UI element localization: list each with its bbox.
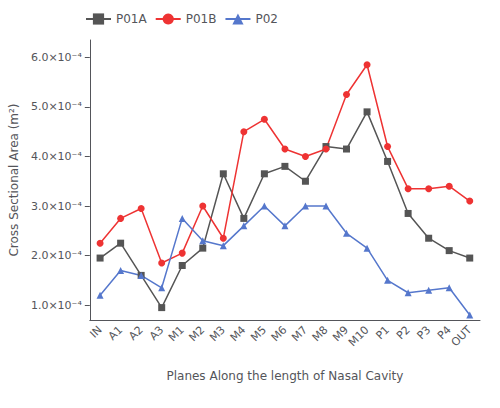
svg-text:5.0×10⁻⁴: 5.0×10⁻⁴ — [31, 100, 83, 113]
svg-text:P4: P4 — [435, 323, 454, 343]
svg-text:M3: M3 — [207, 323, 228, 344]
svg-text:6.0×10⁻⁴: 6.0×10⁻⁴ — [31, 51, 83, 64]
svg-text:A2: A2 — [126, 323, 145, 342]
svg-text:P01A: P01A — [116, 12, 148, 26]
svg-text:M10: M10 — [346, 323, 372, 349]
svg-text:A1: A1 — [106, 323, 125, 342]
svg-text:IN: IN — [87, 323, 104, 340]
svg-text:Planes Along the length of Nas: Planes Along the length of Nasal Cavity — [166, 369, 403, 383]
svg-text:M7: M7 — [289, 323, 310, 344]
svg-text:P3: P3 — [414, 323, 433, 342]
svg-text:M2: M2 — [187, 323, 208, 344]
svg-text:1.0×10⁻⁴: 1.0×10⁻⁴ — [31, 299, 83, 312]
svg-text:M1: M1 — [166, 323, 187, 344]
svg-text:P2: P2 — [394, 323, 413, 342]
svg-text:P02: P02 — [255, 12, 278, 26]
svg-text:P1: P1 — [373, 323, 392, 342]
svg-text:M8: M8 — [310, 323, 331, 344]
svg-text:3.0×10⁻⁴: 3.0×10⁻⁴ — [31, 200, 83, 213]
svg-text:M4: M4 — [228, 323, 249, 344]
svg-text:A3: A3 — [147, 323, 166, 342]
svg-text:4.0×10⁻⁴: 4.0×10⁻⁴ — [31, 150, 83, 163]
svg-text:M9: M9 — [330, 323, 352, 345]
svg-text:M5: M5 — [248, 323, 269, 344]
svg-text:Cross Sectional Area (m²): Cross Sectional Area (m²) — [7, 103, 21, 256]
svg-text:P01B: P01B — [186, 12, 217, 26]
svg-text:M6: M6 — [269, 323, 290, 344]
svg-text:OUT: OUT — [449, 323, 475, 349]
svg-text:2.0×10⁻⁴: 2.0×10⁻⁴ — [31, 249, 83, 262]
